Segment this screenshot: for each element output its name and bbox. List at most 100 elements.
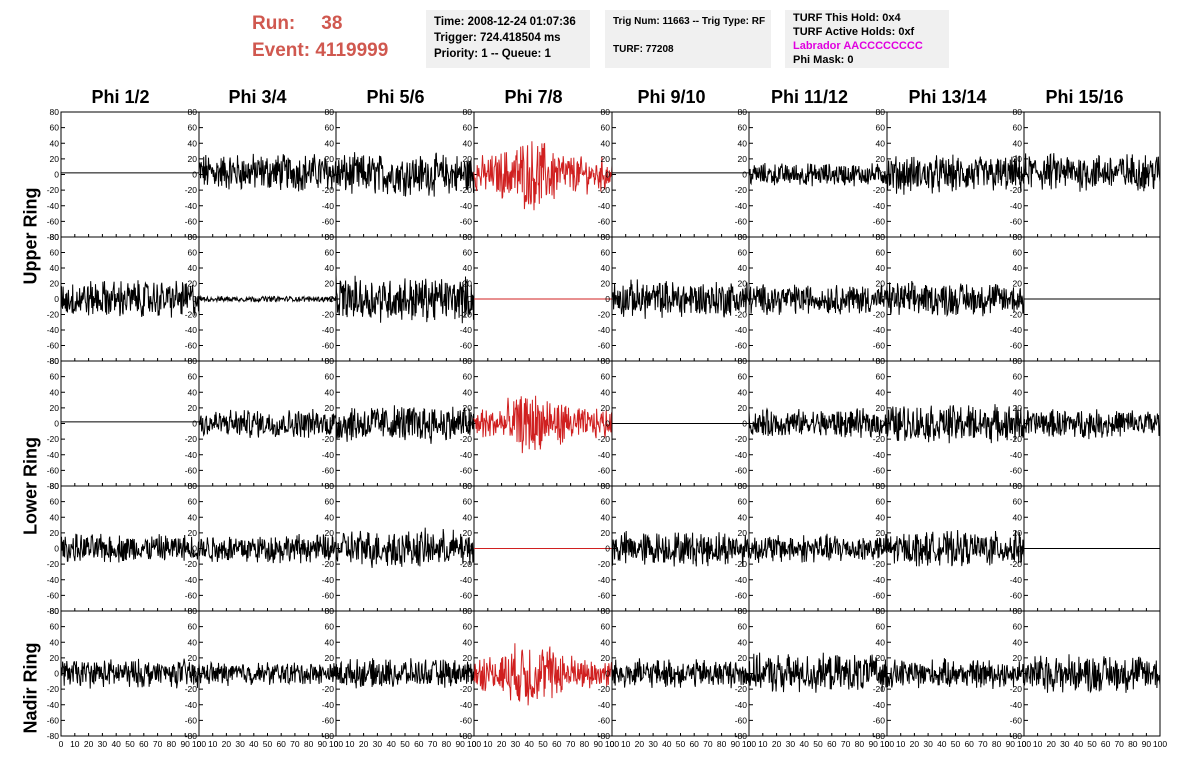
y-tick-label: -80 [873, 731, 886, 741]
y-tick-label: -20 [185, 434, 198, 444]
y-tick-label: -40 [873, 201, 886, 211]
x-tick-label: 50 [951, 739, 961, 749]
y-tick-label: 20 [325, 154, 335, 164]
y-tick-label: 0 [1017, 669, 1022, 679]
y-tick-label: 0 [1017, 544, 1022, 554]
y-tick-label: 60 [738, 372, 748, 382]
y-tick-label: 60 [188, 372, 198, 382]
x-tick-label: 100 [742, 739, 756, 749]
x-tick-label: 90 [593, 739, 603, 749]
y-tick-label: 80 [325, 107, 335, 117]
y-tick-label: -60 [47, 465, 60, 475]
y-tick-label: -20 [598, 310, 611, 320]
turf-hold-line: TURF This Hold: 0x4 [793, 12, 901, 24]
y-tick-label: 80 [463, 232, 473, 242]
y-tick-label: 80 [1013, 107, 1023, 117]
y-tick-label: 20 [463, 279, 473, 289]
y-tick-label: 0 [1017, 170, 1022, 180]
y-tick-label: 60 [188, 622, 198, 632]
x-tick-label: 70 [1114, 739, 1124, 749]
y-tick-label: 80 [601, 232, 611, 242]
waveform-trace [1023, 153, 1161, 192]
y-tick-label: 80 [876, 356, 886, 366]
y-tick-label: 0 [192, 669, 197, 679]
y-tick-label: 20 [601, 279, 611, 289]
y-tick-label: -60 [735, 341, 748, 351]
y-tick-label: -40 [1010, 450, 1023, 460]
y-tick-label: 80 [738, 107, 748, 117]
y-tick-label: -60 [460, 715, 473, 725]
y-tick-label: -40 [735, 575, 748, 585]
y-tick-label: -20 [185, 185, 198, 195]
y-tick-label: -40 [185, 575, 198, 585]
x-tick-label: 100 [467, 739, 481, 749]
y-tick-label: 60 [463, 123, 473, 133]
y-tick-label: 60 [325, 123, 335, 133]
y-tick-label: 60 [50, 497, 60, 507]
y-tick-label: -40 [735, 201, 748, 211]
y-tick-label: 20 [738, 653, 748, 663]
trig-info-box: Trig Num: 11663 -- Trig Type: RF TURF: 7… [605, 10, 771, 68]
y-tick-label: -60 [1010, 341, 1023, 351]
y-tick-label: -60 [873, 465, 886, 475]
y-tick-label: 0 [54, 170, 59, 180]
y-tick-label: 80 [738, 356, 748, 366]
waveform-trace [335, 658, 475, 689]
y-tick-label: -20 [735, 684, 748, 694]
y-tick-label: -20 [1010, 185, 1023, 195]
y-tick-label: 40 [876, 387, 886, 397]
y-tick-label: 20 [463, 528, 473, 538]
waveform-trace [748, 407, 888, 438]
y-tick-label: -60 [1010, 715, 1023, 725]
x-tick-label: 50 [400, 739, 410, 749]
waveform-trace [748, 533, 888, 563]
y-tick-label: -40 [873, 325, 886, 335]
x-tick-label: 90 [180, 739, 190, 749]
y-tick-label: 80 [50, 606, 60, 616]
y-tick-label: 20 [50, 279, 60, 289]
y-tick-label: 80 [50, 107, 60, 117]
y-tick-label: 60 [601, 497, 611, 507]
y-tick-label: 40 [325, 387, 335, 397]
y-tick-label: 60 [325, 497, 335, 507]
y-tick-label: 40 [463, 512, 473, 522]
y-tick-label: -20 [460, 684, 473, 694]
turf-info-box: TURF This Hold: 0x4 TURF Active Holds: 0… [785, 10, 949, 68]
y-tick-label: 0 [54, 294, 59, 304]
y-tick-label: -20 [47, 559, 60, 569]
x-tick-label: 90 [1142, 739, 1152, 749]
x-tick-label: 20 [497, 739, 507, 749]
y-tick-label: -40 [873, 575, 886, 585]
waveform-trace [1023, 409, 1161, 440]
turf-line: TURF: 77208 [613, 44, 674, 55]
y-tick-label: 20 [325, 653, 335, 663]
x-tick-label: 80 [167, 739, 177, 749]
y-tick-label: 0 [467, 669, 472, 679]
y-tick-label: 0 [880, 669, 885, 679]
y-tick-label: -60 [1010, 216, 1023, 226]
y-tick-label: -40 [47, 575, 60, 585]
waveform-trace [60, 658, 200, 689]
y-tick-label: 60 [188, 123, 198, 133]
x-tick-label: 50 [676, 739, 686, 749]
y-tick-label: -60 [322, 715, 335, 725]
y-tick-label: -80 [47, 356, 60, 366]
x-tick-label: 60 [1101, 739, 1111, 749]
y-tick-label: 0 [329, 669, 334, 679]
y-tick-label: 60 [325, 622, 335, 632]
x-tick-label: 0 [610, 739, 615, 749]
y-tick-label: -60 [735, 465, 748, 475]
trigger-line: Trigger: 724.418504 ms [434, 32, 561, 44]
trig-num-line: Trig Num: 11663 -- Trig Type: RF [613, 16, 766, 27]
y-tick-label: 80 [325, 481, 335, 491]
y-tick-label: 40 [50, 263, 60, 273]
y-tick-label: 60 [601, 622, 611, 632]
y-tick-label: 80 [1013, 481, 1023, 491]
x-tick-label: 50 [1087, 739, 1097, 749]
waveform-trace [335, 274, 475, 324]
y-tick-label: -60 [598, 341, 611, 351]
x-tick-label: 50 [538, 739, 548, 749]
y-tick-label: -40 [185, 201, 198, 211]
y-tick-label: -60 [47, 216, 60, 226]
